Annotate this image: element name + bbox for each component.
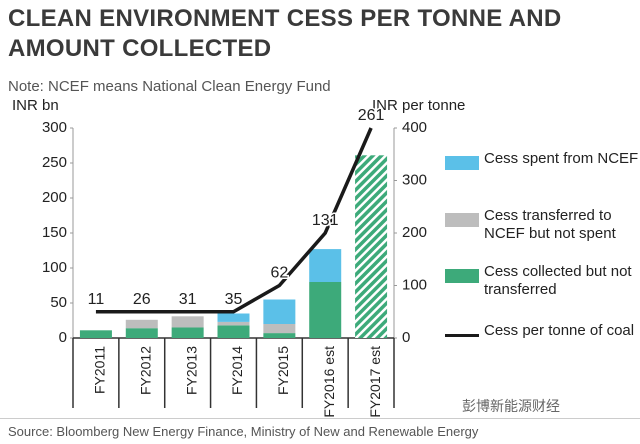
legend-item: Cess per tonne of coal bbox=[440, 322, 640, 372]
bar-segment bbox=[171, 316, 204, 328]
bar-segment bbox=[217, 325, 250, 338]
bar-segment bbox=[79, 330, 112, 338]
bar-segment bbox=[263, 299, 296, 324]
line-series bbox=[95, 127, 373, 314]
bar-segment bbox=[263, 324, 296, 334]
x-tick-label: FY2012 bbox=[137, 346, 153, 395]
legend-item: Cess spent from NCEF bbox=[440, 150, 640, 200]
y-tick-label: 150 bbox=[42, 224, 67, 241]
legend-item: Cess collected but not transferred bbox=[440, 263, 640, 313]
chart: INR bn INR per tonne 0 50 100 150 200 250 300 0… bbox=[12, 97, 465, 418]
y-tick-label: 100 bbox=[42, 259, 67, 276]
bar-segment bbox=[171, 327, 204, 338]
x-tick-label: FY2013 bbox=[183, 346, 199, 395]
total-label: 261 bbox=[358, 107, 385, 124]
x-tick-label: FY2011 bbox=[92, 346, 108, 394]
x-tick-label: FY2015 bbox=[275, 346, 291, 395]
watermark: 彭博新能源财经 bbox=[462, 398, 560, 414]
y2-axis-label: INR per tonne bbox=[372, 97, 465, 114]
y-tick-label: 50 bbox=[50, 294, 67, 311]
bar-segment bbox=[125, 319, 158, 329]
subtitle: Note: NCEF means National Clean Energy F… bbox=[8, 78, 331, 95]
chart-title: CLEAN ENVIRONMENT CESS PER TONNE AND AMO… bbox=[8, 5, 562, 62]
legend-label: Cess spent from NCEF bbox=[484, 150, 639, 167]
legend-swatch bbox=[445, 213, 479, 227]
bar-segment bbox=[355, 155, 388, 338]
bar-segment bbox=[309, 282, 342, 338]
x-tick-label: FY2014 bbox=[229, 346, 245, 395]
total-label: 11 bbox=[88, 291, 105, 308]
total-label: 35 bbox=[225, 291, 243, 308]
legend-label: Cess per tonne of coal bbox=[484, 322, 635, 339]
y2-tick-label: 0 bbox=[402, 329, 410, 346]
legend-swatch bbox=[445, 156, 479, 170]
legend-label: Cess collected but not transferred bbox=[484, 263, 632, 298]
bar-segment bbox=[125, 328, 158, 338]
total-label: 26 bbox=[133, 291, 151, 308]
y2-tick-label: 100 bbox=[402, 276, 427, 293]
legend-swatch bbox=[445, 334, 479, 337]
y2-tick-label: 200 bbox=[402, 224, 427, 241]
y2-tick-label: 300 bbox=[402, 171, 427, 188]
bar-segment bbox=[263, 333, 296, 338]
source: Source: Bloomberg New Energy Finance, Mi… bbox=[8, 424, 479, 439]
total-label: 31 bbox=[179, 291, 197, 308]
legend-swatch bbox=[445, 269, 479, 283]
x-tick-label: FY2016 est bbox=[321, 346, 337, 418]
bar-segment bbox=[217, 321, 250, 326]
y-tick-label: 250 bbox=[42, 154, 67, 171]
bar-segment bbox=[217, 313, 250, 322]
divider bbox=[0, 418, 640, 419]
y-tick-label: 0 bbox=[59, 329, 67, 346]
total-label: 131 bbox=[312, 212, 339, 229]
x-tick-label: FY2017 est bbox=[367, 346, 383, 418]
total-label: 62 bbox=[270, 265, 288, 282]
y-axis-label: INR bn bbox=[12, 97, 59, 114]
legend-item: Cess transferred to NCEF but not spent bbox=[440, 207, 640, 257]
legend-label: Cess transferred to NCEF but not spent bbox=[484, 207, 616, 242]
y-tick-label: 300 bbox=[42, 119, 67, 136]
bar-segment bbox=[309, 249, 342, 282]
y-tick-label: 200 bbox=[42, 189, 67, 206]
y2-tick-label: 400 bbox=[402, 119, 427, 136]
